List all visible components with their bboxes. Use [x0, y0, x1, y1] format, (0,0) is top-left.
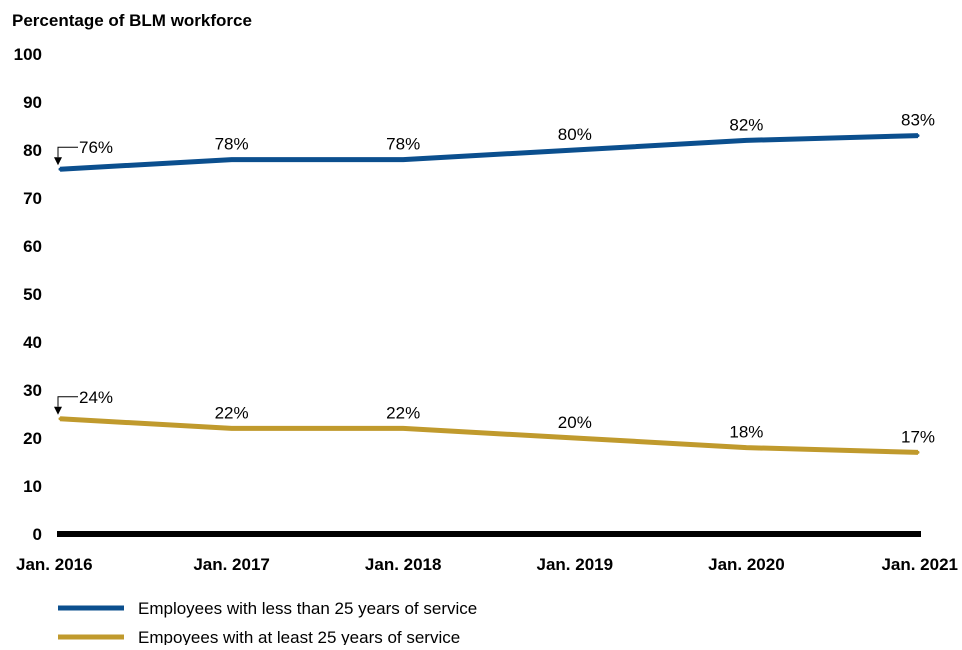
- series-line: [59, 133, 919, 172]
- x-tick-label: Jan. 2017: [193, 555, 270, 574]
- y-tick-label: 30: [23, 381, 42, 400]
- data-point: [916, 450, 920, 454]
- x-tick-label: Jan. 2021: [881, 555, 958, 574]
- legend-item: Empoyees with at least 25 years of servi…: [58, 628, 460, 647]
- series-2: 24% 22% 22% 20% 18% 17%: [54, 388, 935, 455]
- data-label: 78%: [215, 135, 249, 154]
- callout-line: [57, 146, 78, 158]
- legend-label: Empoyees with at least 25 years of servi…: [138, 628, 460, 645]
- y-tick-label: 10: [23, 477, 42, 496]
- y-tick-label: 50: [23, 285, 42, 304]
- y-tick-label: 60: [23, 237, 42, 256]
- data-label: 82%: [729, 115, 763, 134]
- callout-arrow: [54, 157, 62, 166]
- legend-label: Employees with less than 25 years of ser…: [138, 599, 477, 618]
- data-point: [230, 426, 234, 430]
- x-tick-label: Jan. 2018: [365, 555, 442, 574]
- data-label: 22%: [386, 403, 420, 422]
- data-point: [573, 148, 577, 152]
- y-axis-title: Percentage of BLM workforce: [12, 11, 252, 30]
- y-axis-ticks: 0 10 20 30 40 50 60 70 80 90 100: [14, 45, 42, 544]
- legend: Employees with less than 25 years of ser…: [58, 599, 477, 647]
- series-line: [59, 416, 919, 455]
- y-tick-label: 20: [23, 429, 42, 448]
- y-tick-label: 0: [33, 525, 42, 544]
- data-label: 78%: [386, 135, 420, 154]
- data-label: 22%: [215, 403, 249, 422]
- series-1: 76% 78% 78% 80% 82% 83%: [54, 111, 935, 172]
- data-point: [744, 446, 748, 450]
- data-point: [58, 417, 62, 421]
- y-tick-label: 40: [23, 333, 42, 352]
- data-label: 18%: [729, 423, 763, 442]
- data-label: 80%: [558, 125, 592, 144]
- y-tick-label: 80: [23, 141, 42, 160]
- y-tick-label: 70: [23, 189, 42, 208]
- data-label: 83%: [901, 111, 935, 130]
- data-point: [230, 158, 234, 162]
- y-tick-label: 90: [23, 93, 42, 112]
- x-tick-label: Jan. 2020: [708, 555, 785, 574]
- data-point: [744, 138, 748, 142]
- data-label: 24%: [79, 388, 113, 407]
- data-point: [573, 436, 577, 440]
- data-point: [58, 167, 62, 171]
- data-label: 76%: [79, 138, 113, 157]
- data-point: [401, 426, 405, 430]
- data-point: [401, 158, 405, 162]
- data-label: 20%: [558, 413, 592, 432]
- x-axis-ticks: Jan. 2016 Jan. 2017 Jan. 2018 Jan. 2019 Jan.…: [16, 555, 958, 574]
- callout-line: [57, 396, 78, 407]
- callout-arrow: [54, 406, 62, 415]
- y-tick-label: 100: [14, 45, 42, 64]
- data-label: 17%: [901, 427, 935, 446]
- data-point: [916, 134, 920, 138]
- series-group: 76% 78% 78% 80% 82% 83% 24% 22% 22% 20% 18% 17%: [54, 111, 935, 455]
- x-tick-label: Jan. 2016: [16, 555, 93, 574]
- x-tick-label: Jan. 2019: [537, 555, 614, 574]
- legend-item: Employees with less than 25 years of ser…: [58, 599, 477, 618]
